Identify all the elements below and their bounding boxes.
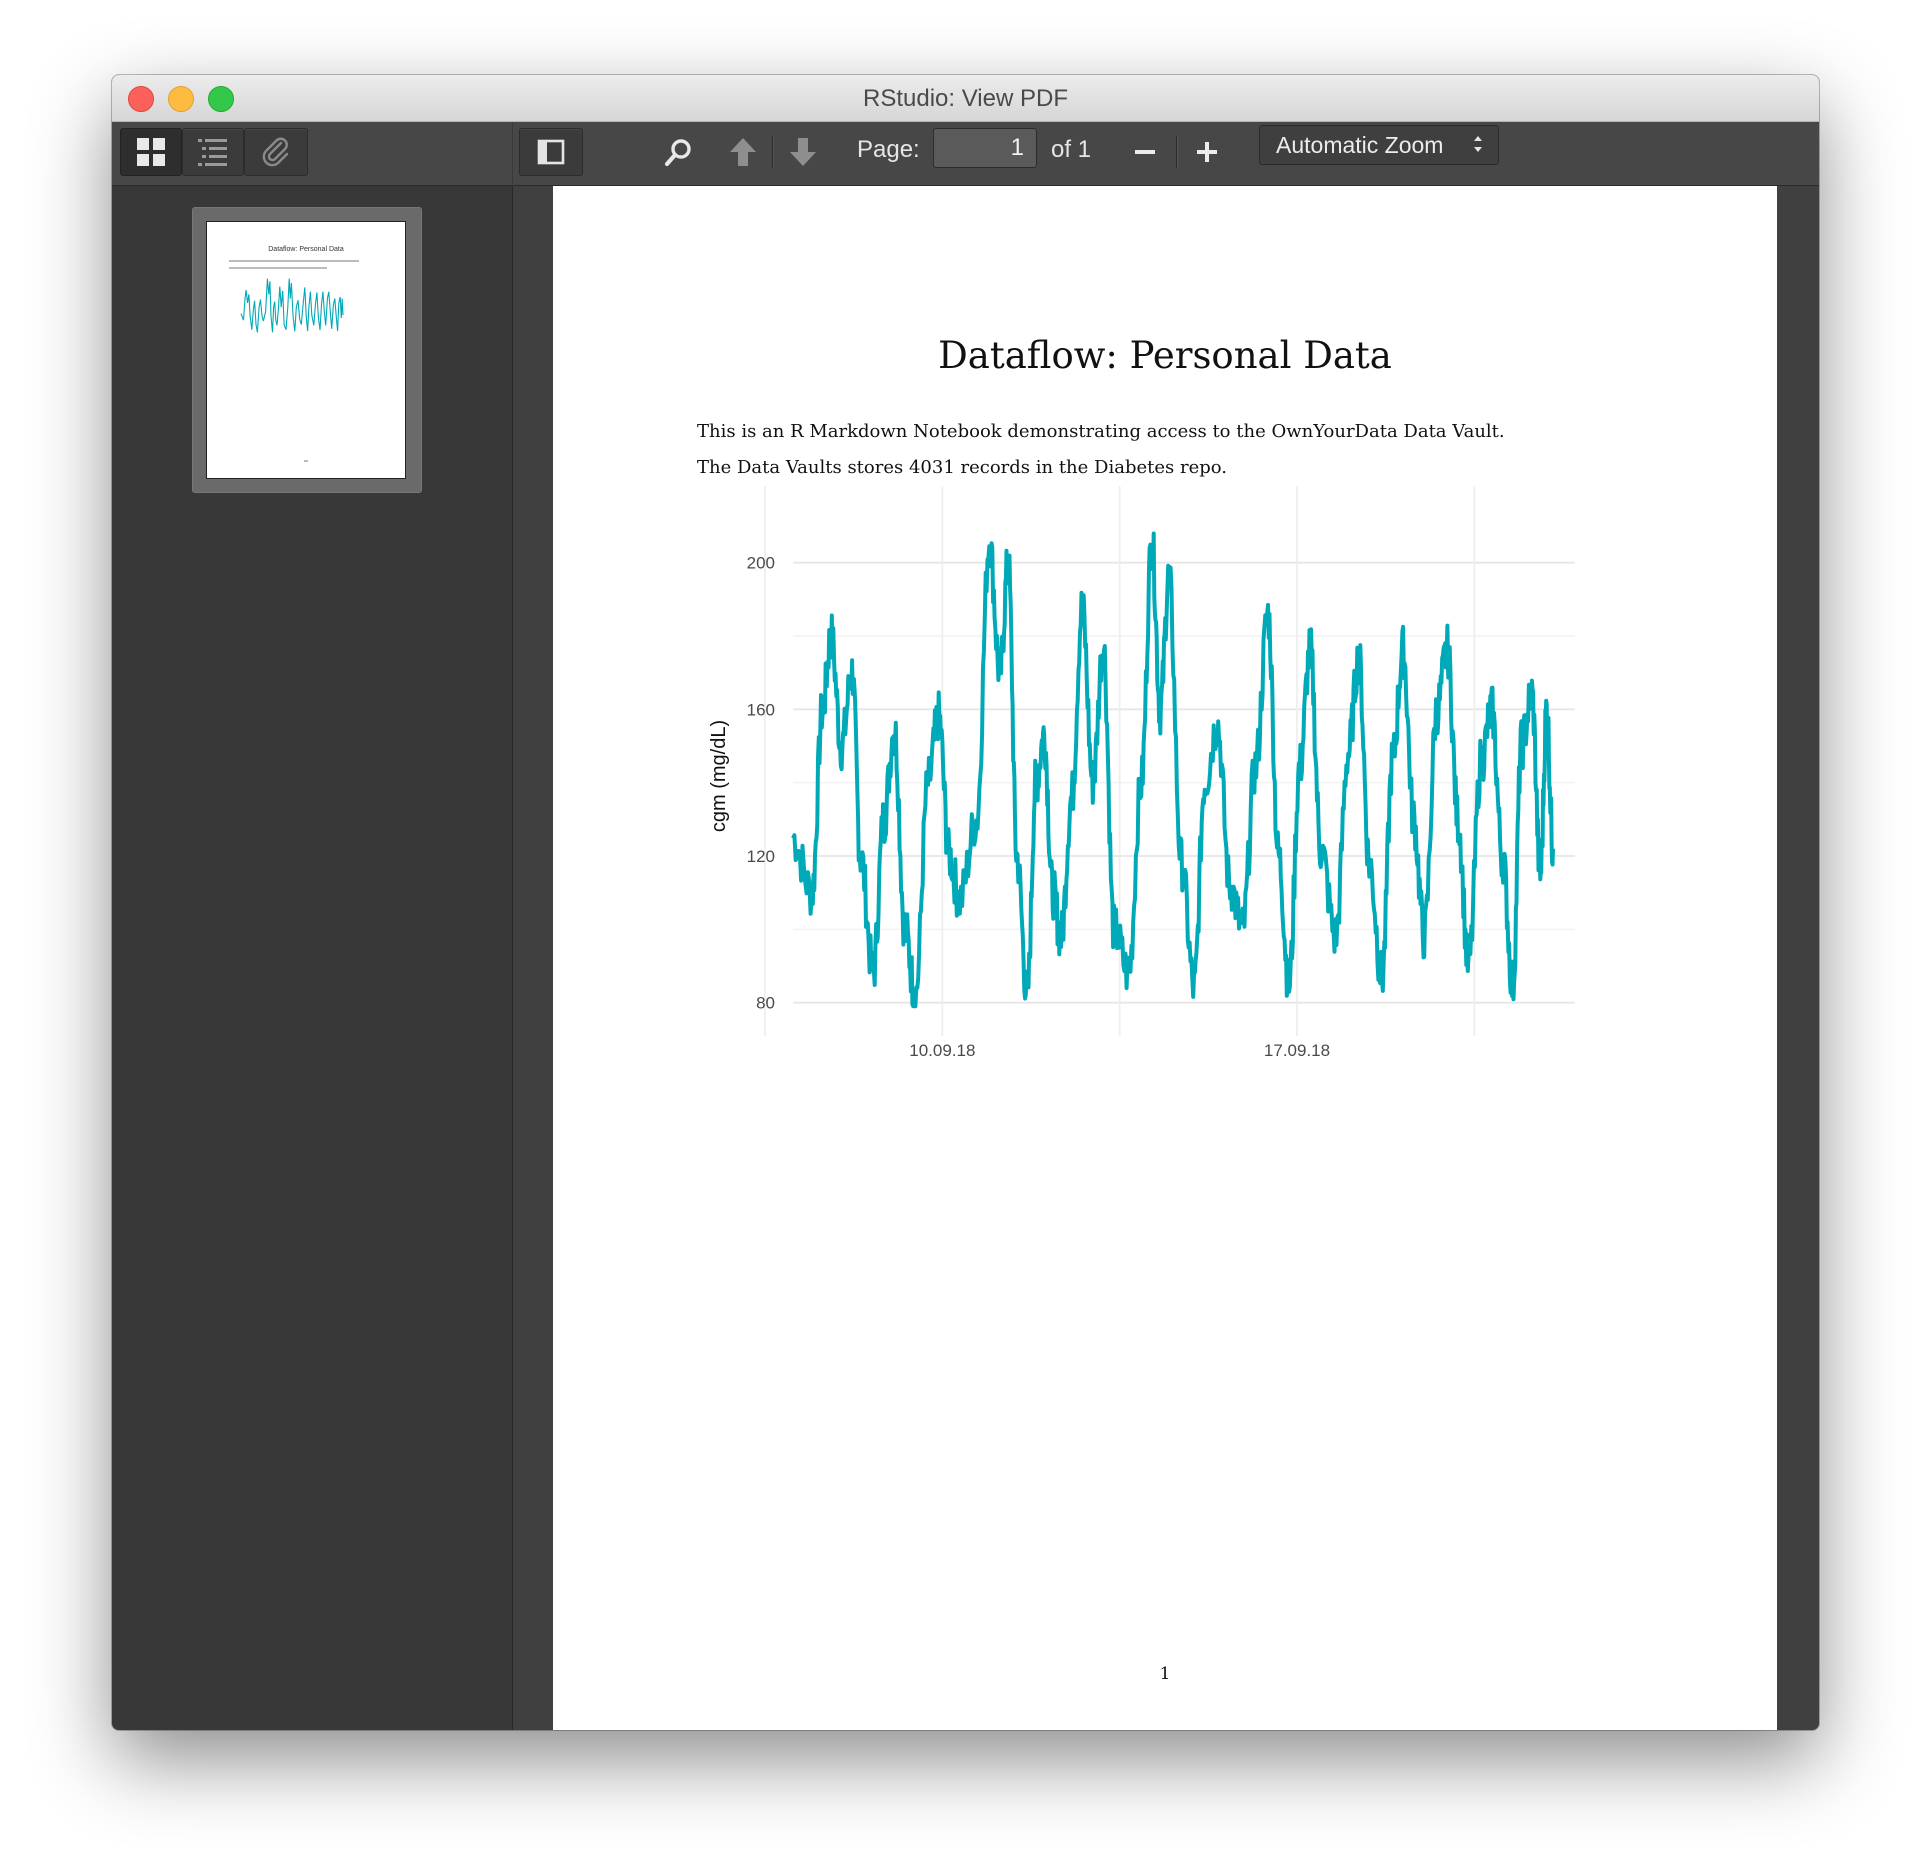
y-tick-label: 200 [747, 554, 775, 573]
zoom-window-button[interactable] [208, 86, 234, 112]
thumbnails-icon [137, 138, 165, 166]
document-paragraph-1: This is an R Markdown Notebook demonstra… [697, 421, 1505, 442]
search-icon [664, 139, 691, 167]
main-toolbar: Page: of 1 Automatic Zoom [513, 122, 1819, 186]
pdf-viewer-window: RStudio: View PDF [112, 75, 1819, 1730]
y-tick-label: 120 [747, 847, 775, 866]
find-button[interactable] [659, 132, 699, 172]
thumbnail-series-line [240, 278, 344, 333]
arrow-up-icon [730, 138, 756, 166]
x-tick-label: 10.09.18 [909, 1041, 975, 1060]
page-number: 1 [1159, 1664, 1171, 1684]
thumbnail-sidebar: Dataflow: Personal Data [112, 186, 513, 1730]
thumbnail-preview: Dataflow: Personal Data [229, 246, 359, 462]
y-axis-ticks: 80 120 160 200 [747, 554, 775, 1013]
updown-chevron-icon [1474, 136, 1482, 152]
document-title: Dataflow: Personal Data [938, 334, 1392, 377]
document-viewer: Dataflow: Personal Data This is an R Mar… [513, 186, 1819, 1730]
zoom-in-button[interactable] [1187, 132, 1227, 172]
toolbar-separator [1176, 136, 1177, 168]
zoom-out-button[interactable] [1125, 132, 1165, 172]
close-window-button[interactable] [128, 86, 154, 112]
x-tick-label: 17.09.18 [1264, 1041, 1330, 1060]
document-paragraph-2: The Data Vaults stores 4031 records in t… [697, 457, 1227, 478]
next-page-button[interactable] [783, 132, 823, 172]
window-title: RStudio: View PDF [863, 85, 1068, 112]
y-tick-label: 160 [747, 700, 775, 719]
y-axis-label: cgm (mg/dL) [708, 720, 730, 832]
view-thumbnails-button[interactable] [120, 128, 182, 176]
x-axis-ticks: 10.09.18 17.09.18 [909, 1041, 1330, 1060]
thumbnail-chart [240, 278, 344, 333]
minus-icon [1135, 150, 1155, 154]
paperclip-icon [262, 137, 289, 167]
cgm-line-chart: 80 120 160 200 10.09.18 17.09.18 cgm (mg/dL) [708, 486, 1575, 1060]
view-attachments-button[interactable] [244, 128, 308, 176]
page-label: Page: [857, 136, 920, 163]
zoom-select-value: Automatic Zoom [1276, 131, 1444, 158]
series-line [791, 531, 1555, 1009]
thumbnail-title: Dataflow: Personal Data [268, 246, 344, 253]
previous-page-button[interactable] [723, 132, 763, 172]
outline-icon [198, 139, 227, 166]
title-bar: RStudio: View PDF [112, 75, 1819, 122]
page-number-input[interactable] [933, 128, 1037, 168]
page-total-label: of 1 [1051, 136, 1092, 163]
page-thumbnail[interactable]: Dataflow: Personal Data [192, 207, 422, 493]
plus-icon [1197, 142, 1217, 162]
minimize-window-button[interactable] [168, 86, 194, 112]
toggle-sidebar-button[interactable] [519, 128, 583, 176]
zoom-select[interactable]: Automatic Zoom [1259, 125, 1499, 165]
pdf-page: Dataflow: Personal Data This is an R Mar… [553, 186, 1777, 1730]
toolbar-separator [772, 136, 773, 168]
arrow-down-icon [790, 138, 816, 166]
thumbnail-page: Dataflow: Personal Data [206, 221, 406, 479]
y-tick-label: 80 [756, 994, 775, 1013]
view-outline-button[interactable] [182, 128, 244, 176]
sidebar-toolbar [112, 122, 512, 186]
sidebar-toggle-icon [537, 139, 565, 165]
